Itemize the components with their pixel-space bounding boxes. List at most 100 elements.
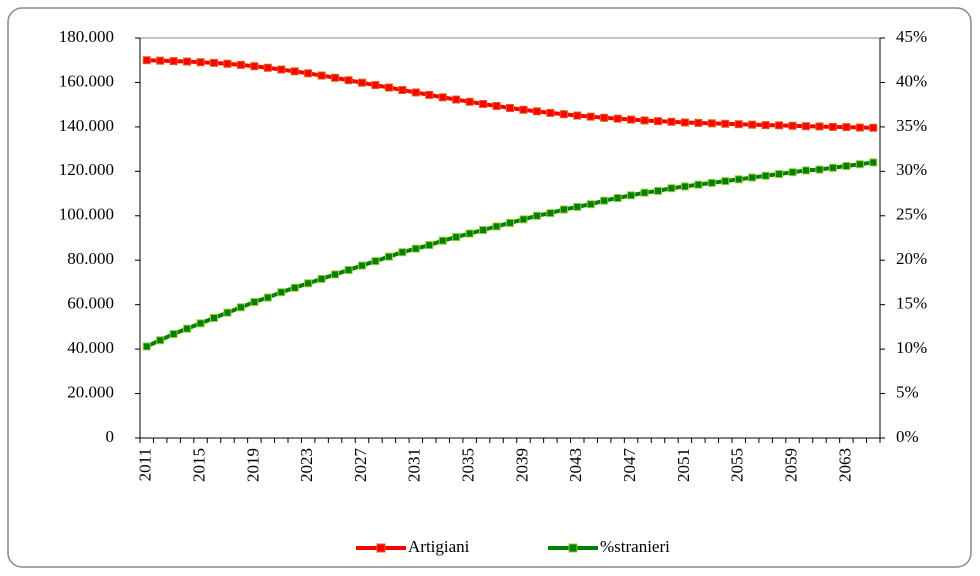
point-marker (331, 73, 340, 82)
point-marker (411, 244, 420, 253)
y-tick-label: 160.000 (59, 71, 114, 90)
point-marker (277, 288, 286, 297)
point-marker (532, 211, 541, 220)
point-marker (156, 336, 165, 345)
point-marker (586, 200, 595, 209)
legend-label: %stranieri (600, 537, 670, 556)
point-marker (855, 123, 864, 132)
point-marker (236, 60, 245, 69)
point-marker (384, 83, 393, 92)
legend-marker (568, 543, 578, 553)
point-marker (802, 122, 810, 131)
x-tick-label: 2059 (781, 448, 800, 482)
y-tick-label: 100.000 (59, 205, 114, 224)
point-marker (707, 119, 716, 128)
x-tick-label: 2035 (459, 448, 478, 482)
point-marker (465, 97, 474, 106)
point-marker (694, 118, 703, 127)
point-marker (775, 170, 784, 178)
point-marker (371, 81, 380, 90)
point-marker (452, 95, 461, 104)
point-marker (613, 114, 622, 123)
point-marker (559, 110, 568, 119)
point-marker (169, 57, 178, 66)
point-marker (425, 241, 434, 250)
point-marker (546, 209, 555, 218)
point-marker (869, 123, 878, 132)
point-marker (344, 266, 353, 274)
point-marker (667, 184, 676, 193)
point-marker (304, 69, 313, 78)
point-marker (250, 298, 259, 306)
point-marker (465, 229, 474, 238)
point-marker (438, 93, 447, 102)
point-marker (855, 160, 864, 169)
point-marker (546, 108, 555, 117)
y-tick-label: 80.000 (67, 249, 114, 268)
point-marker (532, 107, 541, 116)
point-marker (828, 163, 837, 172)
point-marker (748, 173, 757, 182)
y2-tick-label: 30% (896, 160, 927, 179)
point-marker (869, 158, 878, 167)
point-marker (842, 162, 851, 170)
y2-tick-label: 15% (896, 294, 927, 313)
legend-label: Artigiani (408, 537, 470, 556)
x-tick-label: 2023 (297, 448, 316, 482)
point-marker (196, 58, 205, 67)
legend-marker (376, 543, 386, 553)
x-tick-label: 2055 (728, 448, 747, 482)
point-marker (358, 78, 366, 87)
point-marker (492, 222, 501, 231)
x-tick-label: 2051 (674, 448, 693, 482)
point-marker (627, 191, 636, 200)
point-marker (654, 117, 662, 126)
point-marker (304, 279, 313, 288)
point-marker (761, 171, 770, 180)
point-marker (317, 71, 326, 80)
point-marker (506, 218, 514, 227)
y2-tick-label: 5% (896, 382, 919, 401)
point-marker (815, 165, 824, 174)
y-tick-label: 20.000 (67, 382, 114, 401)
point-marker (748, 120, 757, 129)
point-marker (775, 121, 784, 130)
point-marker (586, 112, 595, 121)
point-marker (425, 90, 434, 99)
point-marker (384, 252, 393, 261)
point-marker (734, 120, 743, 129)
x-tick-label: 2047 (620, 448, 639, 483)
y2-tick-label: 40% (896, 71, 927, 90)
point-marker (142, 342, 151, 351)
y2-tick-label: 10% (896, 338, 927, 357)
point-marker (654, 186, 662, 195)
point-marker (788, 168, 797, 177)
y2-tick-label: 35% (896, 116, 927, 135)
x-tick-label: 2011 (136, 448, 155, 481)
point-marker (721, 177, 730, 186)
point-marker (196, 319, 205, 328)
point-marker (640, 116, 649, 125)
x-tick-label: 2043 (566, 448, 585, 482)
point-marker (398, 86, 407, 94)
point-marker (169, 330, 178, 338)
y-tick-label: 120.000 (59, 160, 114, 179)
point-marker (680, 182, 689, 191)
point-marker (707, 178, 716, 187)
chart-frame (7, 7, 972, 568)
x-tick-label: 2039 (512, 448, 531, 482)
point-marker (236, 303, 245, 312)
point-marker (573, 202, 582, 211)
y2-tick-label: 45% (896, 27, 927, 46)
y-tick-label: 180.000 (59, 27, 114, 46)
point-marker (613, 194, 622, 202)
point-marker (559, 205, 568, 214)
point-marker (250, 62, 259, 71)
point-marker (210, 314, 218, 322)
x-tick-label: 2031 (405, 448, 424, 482)
y2-tick-label: 0% (896, 427, 919, 446)
point-marker (263, 293, 272, 302)
point-marker (358, 261, 366, 270)
point-marker (290, 283, 299, 292)
